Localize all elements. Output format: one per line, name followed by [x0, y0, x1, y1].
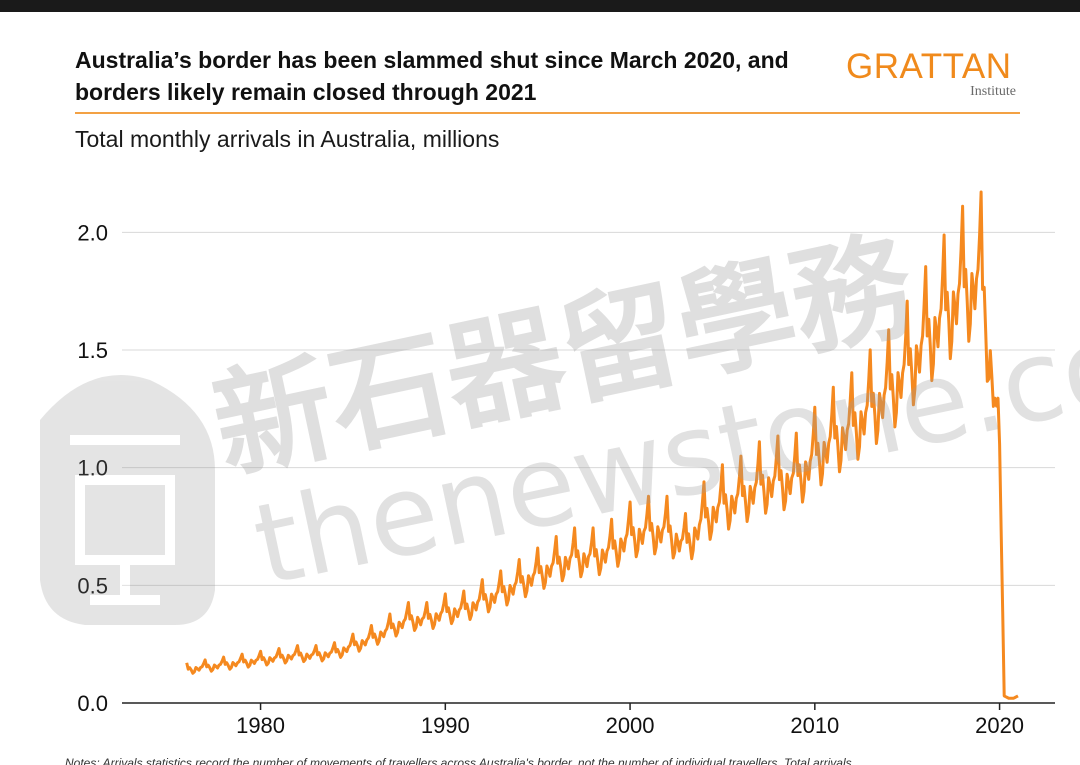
header-divider	[75, 112, 1020, 114]
x-axis-ticks: 1980 1990 2000 2010 2020	[236, 703, 1024, 738]
logo-wordmark: GRATTAN	[846, 47, 1012, 86]
x-tick-label: 1990	[421, 713, 470, 738]
y-tick-label: 0.0	[77, 691, 108, 716]
chart-subtitle: Total monthly arrivals in Australia, mil…	[75, 126, 500, 152]
x-tick-label: 2020	[975, 713, 1024, 738]
y-tick-label: 1.5	[77, 338, 108, 363]
x-tick-label: 2000	[606, 713, 655, 738]
x-tick-label: 2010	[790, 713, 839, 738]
logo-subtext: Institute	[970, 84, 1016, 99]
window-top-bar	[0, 0, 1080, 12]
y-tick-label: 0.5	[77, 573, 108, 598]
chart-title: Australia’s border has been slammed shut…	[75, 47, 789, 105]
arrivals-series-line	[185, 190, 1019, 700]
x-tick-label: 1980	[236, 713, 285, 738]
chart-notes: Notes: Arrivals statistics record the nu…	[65, 756, 852, 765]
y-tick-label: 1.0	[77, 456, 108, 481]
grattan-logo: GRATTAN Institute	[846, 48, 1022, 104]
y-tick-label: 2.0	[77, 220, 108, 245]
y-axis-ticks: 0.0 0.5 1.0 1.5 2.0	[77, 220, 108, 716]
gridlines	[122, 231, 1055, 586]
